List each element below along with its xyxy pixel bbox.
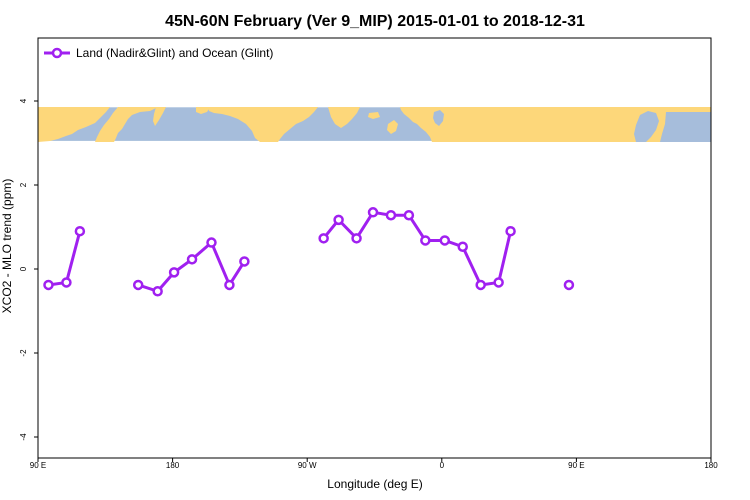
data-point bbox=[186, 254, 198, 265]
y-tick-label: 2 bbox=[19, 182, 28, 187]
land-north-america bbox=[208, 107, 318, 142]
y-axis-label: XCO2 - MLO trend (ppm) bbox=[0, 179, 14, 314]
map-land bbox=[38, 107, 711, 142]
data-point bbox=[457, 241, 468, 252]
y-tick-label: -4 bbox=[19, 433, 28, 441]
data-point bbox=[367, 207, 379, 218]
series-line bbox=[322, 210, 513, 287]
y-tick-label: 4 bbox=[19, 98, 28, 103]
data-point bbox=[351, 233, 362, 244]
data-point bbox=[493, 277, 504, 288]
plot-frame bbox=[37, 37, 712, 459]
y-axis: -4 -2 0 2 4 bbox=[19, 98, 38, 441]
x-axis-label: Longitude (deg E) bbox=[327, 477, 422, 491]
data-point bbox=[61, 277, 72, 288]
x-tick-label: 180 bbox=[704, 461, 718, 470]
x-tick-label: 0 bbox=[440, 461, 445, 470]
series-layer bbox=[43, 207, 575, 297]
data-point bbox=[74, 225, 86, 237]
land-asia-east bbox=[95, 107, 158, 142]
data-point bbox=[43, 279, 54, 291]
series-line bbox=[48, 230, 82, 287]
x-tick-label: 90 W bbox=[298, 461, 317, 470]
x-tick-label: 90 E bbox=[30, 461, 46, 470]
sea-okhotsk bbox=[634, 111, 659, 142]
data-point bbox=[239, 256, 250, 267]
data-point bbox=[439, 235, 451, 246]
chart-title: 45N-60N February (Ver 9_MIP) 2015-01-01 … bbox=[165, 13, 585, 30]
data-point bbox=[420, 235, 431, 246]
data-point bbox=[132, 279, 144, 291]
land-greenland bbox=[328, 107, 360, 128]
data-point bbox=[475, 279, 486, 291]
land-iceland bbox=[368, 112, 380, 119]
y-tick-label: -2 bbox=[19, 349, 28, 357]
y-tick-label: 0 bbox=[19, 266, 28, 271]
legend-entry-label: Land (Nadir&Glint) and Ocean (Glint) bbox=[76, 46, 273, 60]
data-point bbox=[152, 286, 163, 297]
data-point bbox=[385, 209, 397, 221]
data-point bbox=[224, 279, 235, 291]
data-point bbox=[318, 233, 329, 244]
data-point bbox=[403, 209, 415, 221]
data-point bbox=[563, 279, 575, 291]
data-point bbox=[333, 214, 344, 226]
data-point bbox=[505, 225, 516, 237]
legend-marker bbox=[51, 47, 63, 59]
data-point bbox=[168, 267, 180, 278]
x-axis: 90 E 180 90 W 0 90 E 180 bbox=[30, 458, 718, 470]
sea-pacific-east bbox=[660, 112, 711, 142]
x-tick-label: 90 E bbox=[568, 461, 584, 470]
land-britain bbox=[387, 120, 398, 134]
land-eurasia-east bbox=[400, 107, 711, 142]
world-map-band bbox=[38, 107, 711, 142]
land-alaska bbox=[196, 107, 210, 114]
legend: Land (Nadir&Glint) and Ocean (Glint) bbox=[44, 46, 273, 60]
land-asia-west bbox=[38, 107, 110, 142]
land-kamchatka bbox=[153, 107, 166, 126]
data-point bbox=[206, 237, 217, 248]
x-tick-label: 180 bbox=[166, 461, 180, 470]
sea-baltic bbox=[433, 110, 444, 126]
